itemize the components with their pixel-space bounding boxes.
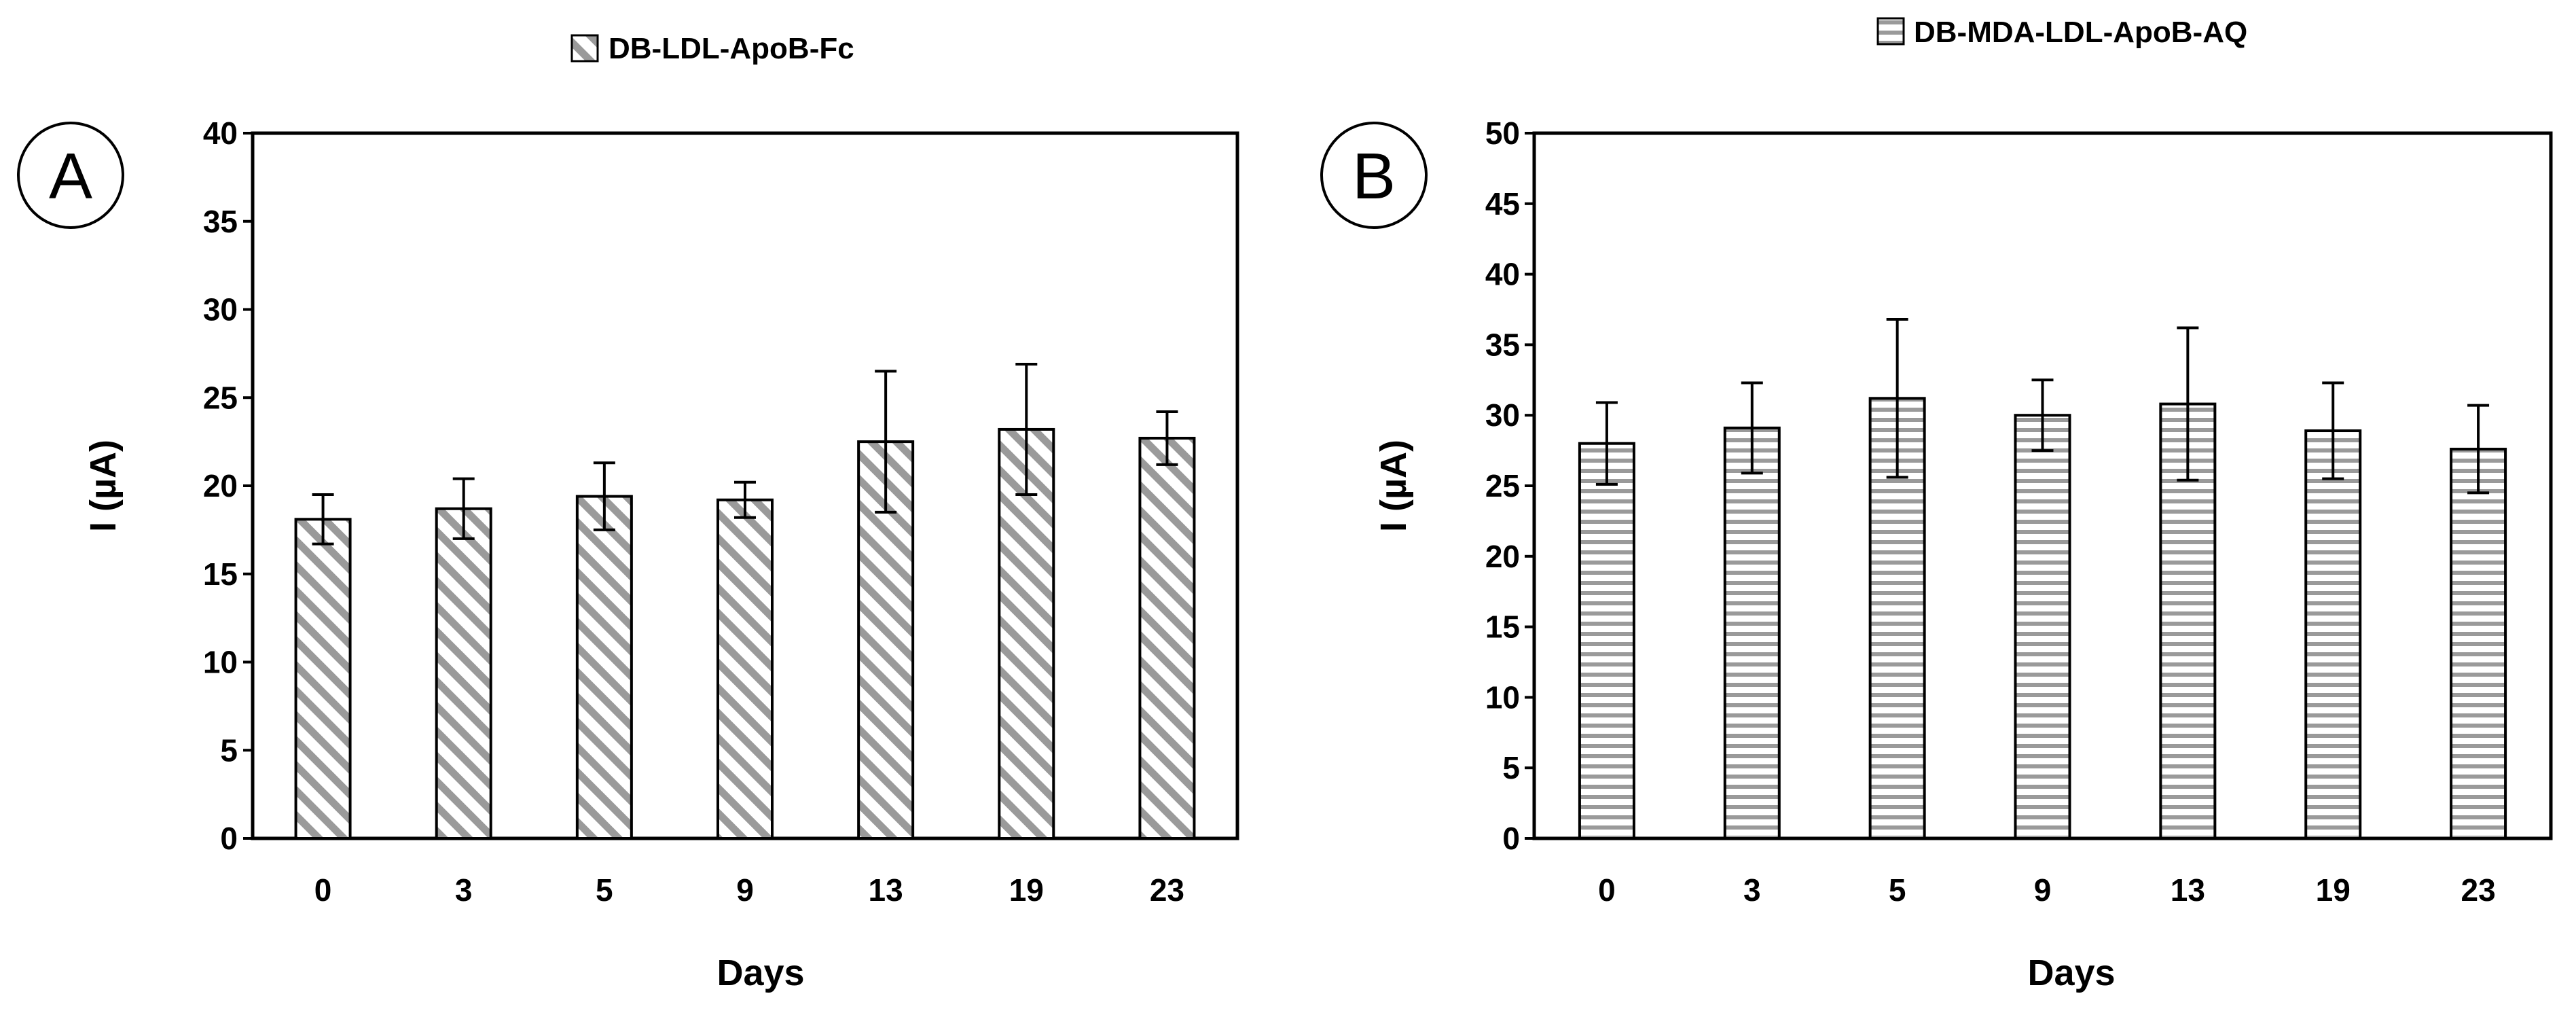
bar-day-23 xyxy=(2450,448,2507,840)
bar-day-3 xyxy=(1723,426,1781,840)
x-axis-ticks: 0 3 5 9 13 19 23 xyxy=(1598,872,2496,908)
y-tick-label: 20 xyxy=(203,468,238,503)
y-tick-label: 5 xyxy=(1502,750,1520,785)
x-tick-label: 0 xyxy=(314,872,332,908)
y-tick-label: 30 xyxy=(1485,397,1520,433)
x-tick-label: 19 xyxy=(2316,872,2351,908)
legend-label: DB-MDA-LDL-ApoB-AQ xyxy=(1914,16,2247,49)
panel-label-text: A xyxy=(49,140,92,213)
y-tick-label: 20 xyxy=(1485,539,1520,574)
y-axis-label: I (µA) xyxy=(83,440,124,532)
x-tick-label: 3 xyxy=(455,872,473,908)
y-tick-label: 25 xyxy=(203,380,238,415)
y-axis-ticks: 0 5 10 15 20 25 30 35 40 45 50 xyxy=(1485,115,1534,856)
chart-panel-b: DB-MDA-LDL-ApoB-AQ B 0510152025303540455… xyxy=(1320,16,2553,993)
y-tick-label: 0 xyxy=(1502,821,1520,856)
panel-label: A xyxy=(17,122,124,229)
y-axis-label: I (µA) xyxy=(1373,440,1414,532)
legend-label: DB-LDL-ApoB-Fc xyxy=(609,32,854,65)
y-axis-ticks: 0 5 10 15 20 25 30 35 40 xyxy=(203,115,253,856)
x-tick-label: 19 xyxy=(1009,872,1044,908)
bar-day-19 xyxy=(2304,429,2362,840)
x-tick-label: 5 xyxy=(596,872,613,908)
y-tick-label: 40 xyxy=(1485,257,1520,292)
x-tick-label: 3 xyxy=(1743,872,1761,908)
y-tick-label: 35 xyxy=(1485,327,1520,362)
y-tick-label: 15 xyxy=(1485,609,1520,645)
panel-label-circle xyxy=(1320,122,1428,229)
legend-swatch xyxy=(1876,17,1905,46)
x-tick-label: 9 xyxy=(736,872,754,908)
y-tick-label: 10 xyxy=(203,645,238,680)
x-axis-label: Days xyxy=(716,953,804,993)
x-tick-label: 9 xyxy=(2034,872,2052,908)
legend: DB-MDA-LDL-ApoB-AQ xyxy=(1876,16,2247,49)
x-tick-label: 13 xyxy=(2171,872,2205,908)
bar-day-0 xyxy=(1578,442,1635,840)
x-tick-label: 23 xyxy=(1150,872,1184,908)
bar-day-9 xyxy=(716,498,774,840)
y-tick-label: 10 xyxy=(1485,679,1520,715)
y-tick-label: 5 xyxy=(220,732,238,768)
bar-day-9 xyxy=(2014,414,2071,840)
bars xyxy=(1578,397,2507,840)
y-tick-label: 50 xyxy=(1485,115,1520,151)
y-tick-label: 25 xyxy=(1485,468,1520,503)
bar-day-3 xyxy=(435,507,492,840)
y-tick-label: 15 xyxy=(203,556,238,592)
x-axis-ticks: 0 3 5 9 13 19 23 xyxy=(314,872,1184,908)
x-tick-label: 0 xyxy=(1598,872,1616,908)
x-axis-label: Days xyxy=(2027,953,2115,993)
panel-label: B xyxy=(1320,122,1428,229)
y-tick-label: 40 xyxy=(203,115,238,151)
x-tick-label: 23 xyxy=(2461,872,2495,908)
y-tick-label: 0 xyxy=(220,821,238,856)
bar-day-23 xyxy=(1138,436,1196,840)
error-bars xyxy=(312,362,1178,546)
y-tick-label: 45 xyxy=(1485,186,1520,221)
legend-swatch xyxy=(570,34,599,63)
bar-day-5 xyxy=(575,495,633,840)
x-tick-label: 13 xyxy=(869,872,903,908)
panel-label-circle xyxy=(17,122,124,229)
x-tick-label: 5 xyxy=(1889,872,1906,908)
bar-day-13 xyxy=(2159,402,2217,840)
panel-label-text: B xyxy=(1352,140,1396,213)
y-tick-label: 30 xyxy=(203,292,238,327)
legend: DB-LDL-ApoB-Fc xyxy=(570,32,854,65)
error-bars xyxy=(1595,318,2490,495)
bar-day-0 xyxy=(294,518,352,840)
y-tick-label: 35 xyxy=(203,204,238,239)
bar-day-13 xyxy=(857,440,915,840)
